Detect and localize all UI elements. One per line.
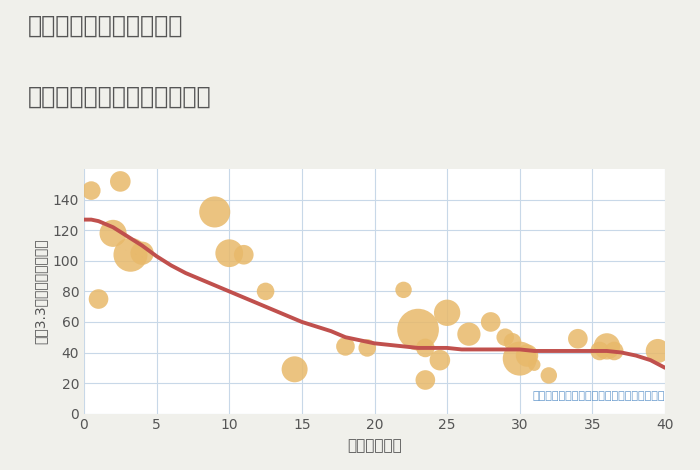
Point bbox=[260, 288, 271, 295]
Point bbox=[136, 250, 148, 257]
Point bbox=[209, 208, 220, 216]
Point bbox=[543, 372, 554, 379]
Point bbox=[528, 361, 540, 368]
Point bbox=[608, 347, 620, 355]
Point bbox=[93, 295, 104, 303]
Point bbox=[398, 286, 409, 294]
Point bbox=[289, 366, 300, 373]
Point bbox=[573, 335, 584, 343]
Point bbox=[442, 309, 453, 317]
Point bbox=[108, 229, 119, 237]
Point bbox=[601, 343, 612, 350]
Point bbox=[463, 330, 475, 338]
Point bbox=[594, 347, 606, 355]
Point bbox=[412, 326, 423, 333]
Point bbox=[224, 250, 235, 257]
Point bbox=[85, 187, 97, 195]
Text: 奈良県吉野郡大淀町土田: 奈良県吉野郡大淀町土田 bbox=[28, 14, 183, 38]
Y-axis label: 坪（3.3㎡）単価（万円）: 坪（3.3㎡）単価（万円） bbox=[33, 239, 47, 344]
Point bbox=[522, 352, 533, 359]
Point bbox=[652, 347, 664, 355]
Point bbox=[420, 344, 431, 352]
Point bbox=[420, 376, 431, 384]
Text: 築年数別中古マンション価格: 築年数別中古マンション価格 bbox=[28, 85, 211, 109]
Point bbox=[125, 251, 136, 258]
Point bbox=[362, 344, 373, 352]
Point bbox=[514, 355, 525, 362]
Point bbox=[434, 356, 445, 364]
Point bbox=[507, 338, 518, 345]
Text: 円の大きさは、取引のあった物件面積を示す: 円の大きさは、取引のあった物件面積を示す bbox=[533, 392, 665, 401]
Point bbox=[485, 318, 496, 326]
Point bbox=[115, 178, 126, 185]
X-axis label: 築年数（年）: 築年数（年） bbox=[347, 438, 402, 453]
Point bbox=[340, 343, 351, 350]
Point bbox=[238, 251, 249, 258]
Point bbox=[500, 334, 511, 341]
